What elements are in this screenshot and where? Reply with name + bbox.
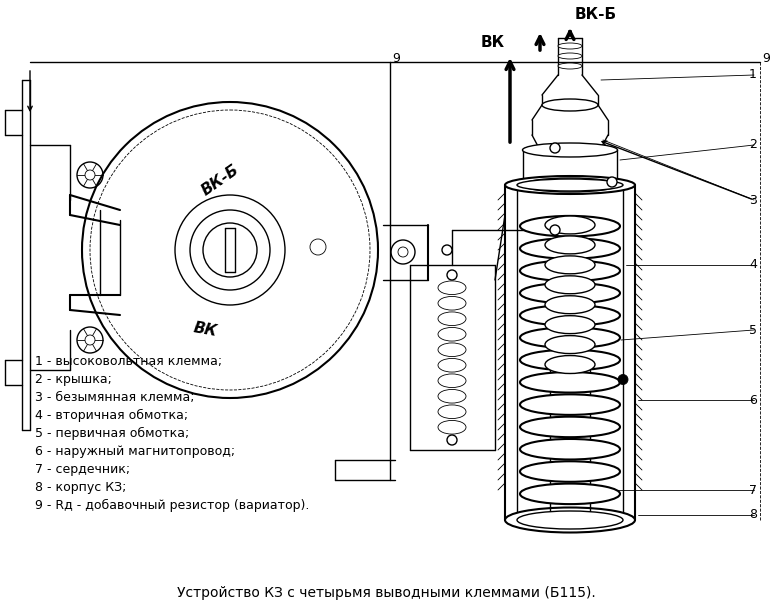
Ellipse shape bbox=[438, 359, 466, 372]
Ellipse shape bbox=[520, 439, 620, 460]
Ellipse shape bbox=[438, 296, 466, 310]
Ellipse shape bbox=[520, 216, 620, 237]
Ellipse shape bbox=[517, 511, 623, 529]
Text: 2 - крышка;: 2 - крышка; bbox=[35, 373, 112, 386]
Ellipse shape bbox=[520, 372, 620, 392]
Ellipse shape bbox=[438, 312, 466, 326]
Ellipse shape bbox=[520, 484, 620, 504]
Ellipse shape bbox=[545, 216, 595, 234]
Ellipse shape bbox=[438, 374, 466, 387]
Ellipse shape bbox=[520, 238, 620, 259]
Ellipse shape bbox=[545, 355, 595, 373]
Text: Устройство КЗ с четырьмя выводными клеммами (Б115).: Устройство КЗ с четырьмя выводными клемм… bbox=[177, 586, 596, 600]
Ellipse shape bbox=[520, 261, 620, 281]
Text: ВК-Б: ВК-Б bbox=[575, 7, 617, 22]
Ellipse shape bbox=[545, 315, 595, 334]
Ellipse shape bbox=[545, 256, 595, 274]
Ellipse shape bbox=[520, 394, 620, 415]
Ellipse shape bbox=[542, 99, 598, 111]
Ellipse shape bbox=[438, 421, 466, 434]
Ellipse shape bbox=[438, 405, 466, 418]
Text: 4 - вторичная обмотка;: 4 - вторичная обмотка; bbox=[35, 409, 188, 422]
Ellipse shape bbox=[438, 328, 466, 341]
Ellipse shape bbox=[558, 53, 582, 59]
Ellipse shape bbox=[545, 276, 595, 294]
Ellipse shape bbox=[545, 296, 595, 314]
Text: 2: 2 bbox=[749, 139, 757, 152]
Ellipse shape bbox=[520, 461, 620, 482]
Text: ВК-Б: ВК-Б bbox=[199, 162, 241, 198]
Text: 9: 9 bbox=[762, 52, 770, 65]
Ellipse shape bbox=[438, 343, 466, 357]
Ellipse shape bbox=[520, 305, 620, 326]
Text: ВК: ВК bbox=[192, 320, 218, 339]
Circle shape bbox=[85, 335, 95, 345]
Text: 5 - первичная обмотка;: 5 - первичная обмотка; bbox=[35, 427, 189, 440]
Text: 1: 1 bbox=[749, 68, 757, 81]
Ellipse shape bbox=[505, 508, 635, 532]
Circle shape bbox=[85, 170, 95, 180]
Ellipse shape bbox=[520, 283, 620, 303]
Circle shape bbox=[442, 245, 452, 255]
Text: 5: 5 bbox=[749, 323, 757, 336]
Ellipse shape bbox=[545, 336, 595, 354]
Circle shape bbox=[398, 247, 408, 257]
Text: 6 - наружный магнитопровод;: 6 - наружный магнитопровод; bbox=[35, 445, 235, 458]
Text: 8 - корпус КЗ;: 8 - корпус КЗ; bbox=[35, 481, 126, 494]
Ellipse shape bbox=[520, 416, 620, 437]
Text: 7: 7 bbox=[749, 484, 757, 496]
Text: 4: 4 bbox=[749, 259, 757, 272]
Text: 3: 3 bbox=[749, 193, 757, 206]
Ellipse shape bbox=[505, 176, 635, 194]
Circle shape bbox=[82, 102, 378, 398]
Ellipse shape bbox=[520, 328, 620, 348]
Text: 9: 9 bbox=[392, 52, 400, 65]
Text: 9 - Rд - добавочный резистор (вариатор).: 9 - Rд - добавочный резистор (вариатор). bbox=[35, 499, 309, 512]
Circle shape bbox=[550, 225, 560, 235]
Circle shape bbox=[447, 270, 457, 280]
Ellipse shape bbox=[520, 350, 620, 370]
Ellipse shape bbox=[558, 63, 582, 69]
Text: 3 - безымянная клемма;: 3 - безымянная клемма; bbox=[35, 391, 195, 404]
Ellipse shape bbox=[438, 281, 466, 294]
Ellipse shape bbox=[558, 43, 582, 49]
Ellipse shape bbox=[545, 236, 595, 254]
Circle shape bbox=[550, 143, 560, 153]
Ellipse shape bbox=[523, 178, 618, 192]
Text: 7 - сердечник;: 7 - сердечник; bbox=[35, 463, 130, 476]
Circle shape bbox=[618, 375, 628, 384]
Circle shape bbox=[607, 177, 617, 187]
Text: 8: 8 bbox=[749, 508, 757, 522]
Ellipse shape bbox=[438, 389, 466, 403]
Text: ВК: ВК bbox=[481, 35, 505, 50]
Circle shape bbox=[447, 435, 457, 445]
Ellipse shape bbox=[523, 143, 618, 157]
Ellipse shape bbox=[517, 179, 623, 191]
Text: 6: 6 bbox=[749, 394, 757, 407]
Text: 1 - высоковольтная клемма;: 1 - высоковольтная клемма; bbox=[35, 355, 222, 368]
Ellipse shape bbox=[550, 296, 590, 304]
